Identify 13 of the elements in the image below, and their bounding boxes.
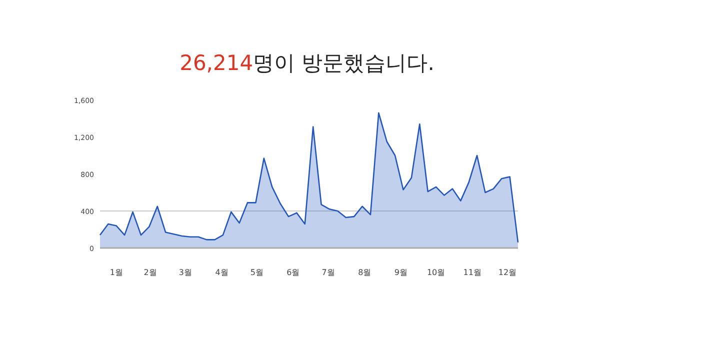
x-tick-label: 9월 (394, 268, 408, 277)
x-tick-label: 8월 (358, 268, 372, 277)
x-tick-label: 3월 (178, 268, 192, 277)
x-tick-label: 1월 (110, 268, 123, 277)
x-tick-label: 5월 (250, 268, 264, 277)
x-tick-label: 12월 (498, 268, 517, 277)
x-tick-label: 7월 (322, 268, 335, 277)
x-tick-label: 11월 (463, 268, 482, 277)
x-tick-label: 6월 (286, 268, 300, 277)
x-tick-label: 4월 (215, 268, 228, 277)
x-tick-label: 10월 (426, 268, 446, 277)
title: 26,214명이 방문했습니다. (180, 51, 434, 75)
x-tick-label: 2월 (144, 268, 157, 277)
